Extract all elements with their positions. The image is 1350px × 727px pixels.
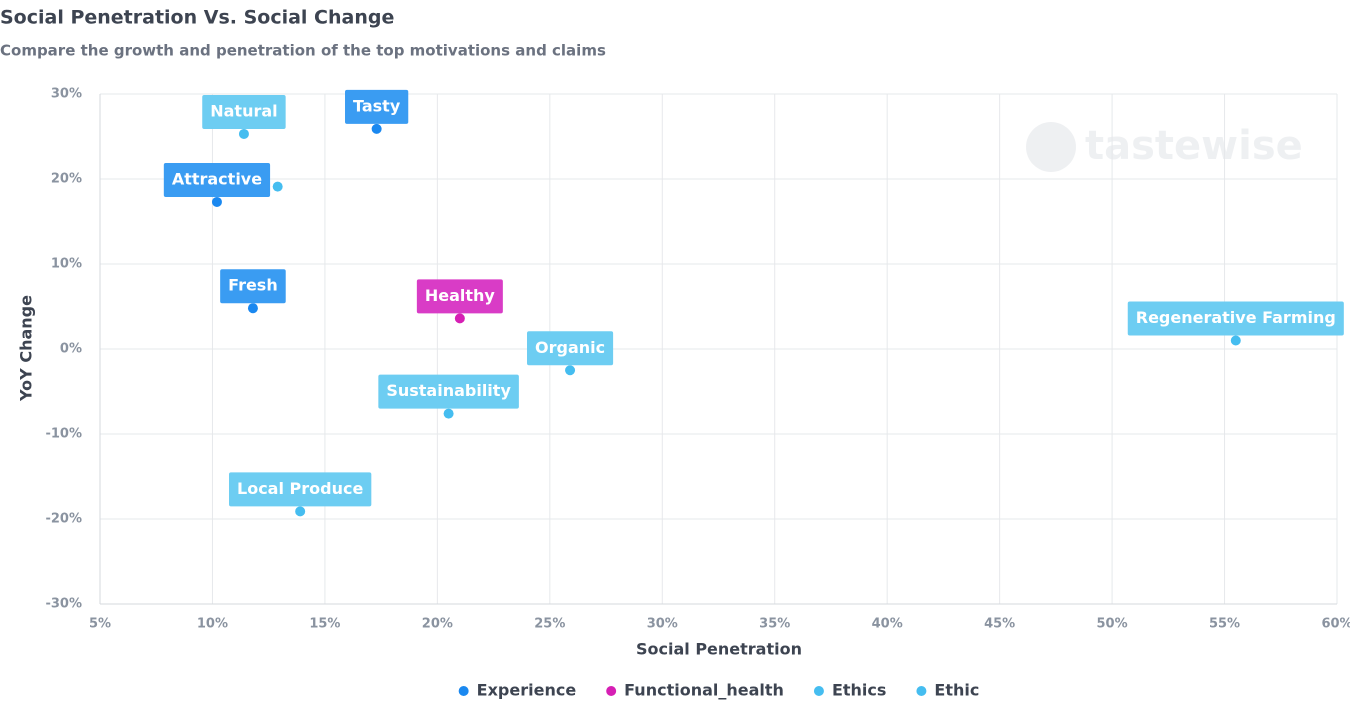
legend-swatch <box>813 686 824 696</box>
legend-swatch <box>606 686 617 696</box>
x-tick-label: 60% <box>1321 617 1350 632</box>
y-tick-label: -30% <box>45 597 82 612</box>
x-tick-label: 15% <box>309 617 340 632</box>
x-tick-label: 10% <box>197 617 228 632</box>
legend-swatch <box>916 686 927 696</box>
point-label: Attractive <box>163 162 271 197</box>
x-tick-label: 25% <box>534 617 565 632</box>
x-tick-label: 50% <box>1097 617 1128 632</box>
legend-label: Ethic <box>934 681 979 700</box>
point-label: Sustainability <box>378 374 519 409</box>
legend-item: Functional_health <box>606 681 784 700</box>
label-text: Local Produce <box>237 479 363 498</box>
marks <box>211 123 1241 517</box>
chart-subtitle: Compare the growth and penetration of th… <box>0 42 606 60</box>
point-label: Natural <box>202 94 286 129</box>
point-label: Tasty <box>345 89 409 124</box>
legend-swatch <box>458 686 469 696</box>
label-text: Fresh <box>228 276 278 295</box>
label-box <box>416 279 503 314</box>
label-text: Healthy <box>425 286 496 305</box>
point <box>454 313 465 324</box>
legend-label: Functional_health <box>624 681 784 700</box>
label-text: Attractive <box>172 169 262 188</box>
point <box>371 123 382 134</box>
y-tick-label: 20% <box>51 172 82 187</box>
label-text: Organic <box>535 338 605 357</box>
label-text: Tasty <box>353 96 401 115</box>
point <box>565 365 576 376</box>
legend-label: Experience <box>477 681 577 700</box>
label-box <box>220 269 286 304</box>
y-tick-label: -20% <box>45 512 82 527</box>
point <box>295 506 306 517</box>
legend: Experience Functional_health Ethics Ethic <box>458 681 979 700</box>
point-label: Healthy <box>416 279 503 314</box>
x-tick-label: 20% <box>422 617 453 632</box>
y-tick-label: -10% <box>45 427 82 442</box>
point-label: Fresh <box>220 269 286 304</box>
legend-item: Ethic <box>916 681 979 700</box>
watermark-text: tastewise <box>1085 123 1303 169</box>
x-tick-label: 45% <box>984 617 1015 632</box>
point <box>1230 335 1241 346</box>
label-box <box>1127 301 1344 336</box>
x-tick-label: 55% <box>1209 617 1240 632</box>
x-tick-label: 40% <box>872 617 903 632</box>
label-box <box>163 162 271 197</box>
point <box>247 303 258 314</box>
point-label: Local Produce <box>229 472 372 507</box>
point <box>211 196 222 207</box>
x-tick-label: 30% <box>647 617 678 632</box>
point <box>272 181 283 192</box>
x-tick-label: 5% <box>89 617 111 632</box>
y-tick-label: 30% <box>51 87 82 102</box>
label-box <box>378 374 519 409</box>
point-label: Organic <box>527 331 614 366</box>
legend-label: Ethics <box>832 681 886 700</box>
label-text: Natural <box>210 101 277 120</box>
watermark-logo: tastewise <box>1026 122 1303 172</box>
label-text: Regenerative Farming <box>1136 308 1336 327</box>
chart-title: Social Penetration Vs. Social Change <box>0 7 394 29</box>
y-tick-label: 0% <box>60 342 82 357</box>
data-labels: Tasty Attractive Fresh Healthy Natural Organi… <box>163 89 1344 507</box>
x-tick-label: 35% <box>759 617 790 632</box>
y-tick-label: 10% <box>51 257 82 272</box>
label-box <box>527 331 614 366</box>
legend-item: Ethics <box>813 681 886 700</box>
label-box <box>229 472 372 507</box>
point <box>443 408 454 419</box>
label-text: Sustainability <box>386 381 511 400</box>
x-axis-title: Social Penetration <box>636 640 802 659</box>
legend-item: Experience <box>458 681 577 700</box>
watermark-icon <box>1026 122 1076 172</box>
y-axis-title: YoY Change <box>17 295 36 402</box>
point <box>238 128 249 139</box>
point-label: Regenerative Farming <box>1127 301 1344 336</box>
label-box <box>202 94 286 129</box>
label-box <box>345 89 409 124</box>
